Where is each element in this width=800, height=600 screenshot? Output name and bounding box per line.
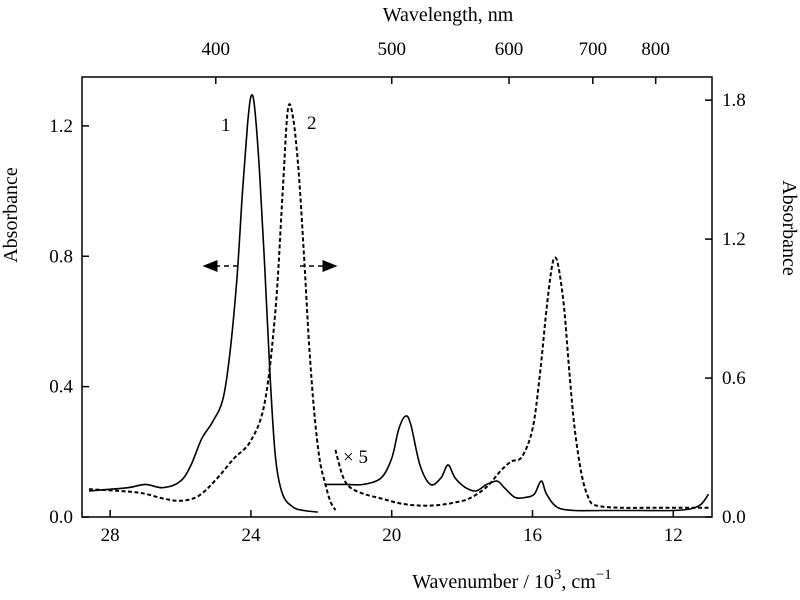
top-tick-label: 700 bbox=[579, 39, 608, 60]
bottom-axis-ticks: 28 24 20 16 12 bbox=[101, 510, 683, 546]
series-1-line bbox=[88, 93, 318, 513]
curve-label-2: 2 bbox=[307, 113, 317, 134]
right-tick-label: 0.6 bbox=[722, 368, 746, 389]
bottom-axis-title-unit-sup: −1 bbox=[596, 567, 612, 583]
bottom-axis-title-main: Wavenumber / 10 bbox=[412, 571, 554, 593]
left-axis-ticks: 0.0 0.4 0.8 1.2 bbox=[49, 116, 89, 528]
bottom-tick-label: 24 bbox=[241, 525, 261, 546]
bottom-axis-title-unit: , cm bbox=[561, 571, 596, 593]
bottom-tick-label: 12 bbox=[664, 525, 683, 546]
series-1-x5-line bbox=[324, 415, 710, 512]
left-axis-title: Absorbance bbox=[0, 167, 22, 263]
spectrum-curves bbox=[88, 93, 710, 513]
top-tick-label: 500 bbox=[377, 39, 406, 60]
right-tick-label: 0.0 bbox=[722, 507, 746, 528]
left-tick-label: 0.4 bbox=[49, 377, 73, 398]
bottom-tick-label: 16 bbox=[523, 525, 542, 546]
series-2-line bbox=[88, 103, 337, 511]
scale-annotation: × 5 bbox=[343, 447, 368, 468]
top-tick-label: 400 bbox=[201, 39, 230, 60]
left-tick-label: 1.2 bbox=[49, 116, 73, 137]
top-axis-title: Wavelength, nm bbox=[383, 4, 514, 26]
series-2-x5-line bbox=[334, 256, 709, 509]
top-axis-ticks: 400 500 600 700 800 bbox=[201, 39, 670, 84]
curve-label-1: 1 bbox=[221, 115, 231, 136]
left-tick-label: 0.8 bbox=[49, 246, 73, 267]
left-tick-label: 0.0 bbox=[49, 507, 73, 528]
top-tick-label: 600 bbox=[495, 39, 524, 60]
right-tick-label: 1.8 bbox=[722, 90, 746, 111]
top-tick-label: 800 bbox=[641, 39, 670, 60]
right-axis-ticks: 0.0 0.6 1.2 1.8 bbox=[705, 90, 746, 528]
bottom-axis-title-sup: 3 bbox=[554, 567, 562, 583]
bottom-axis-title: Wavenumber / 103, cm−1 bbox=[412, 567, 612, 593]
right-tick-label: 1.2 bbox=[722, 229, 746, 250]
right-axis-title: Absorbance bbox=[778, 180, 800, 276]
plot-frame bbox=[81, 76, 713, 518]
bottom-tick-label: 20 bbox=[382, 525, 401, 546]
bottom-tick-label: 28 bbox=[101, 525, 120, 546]
